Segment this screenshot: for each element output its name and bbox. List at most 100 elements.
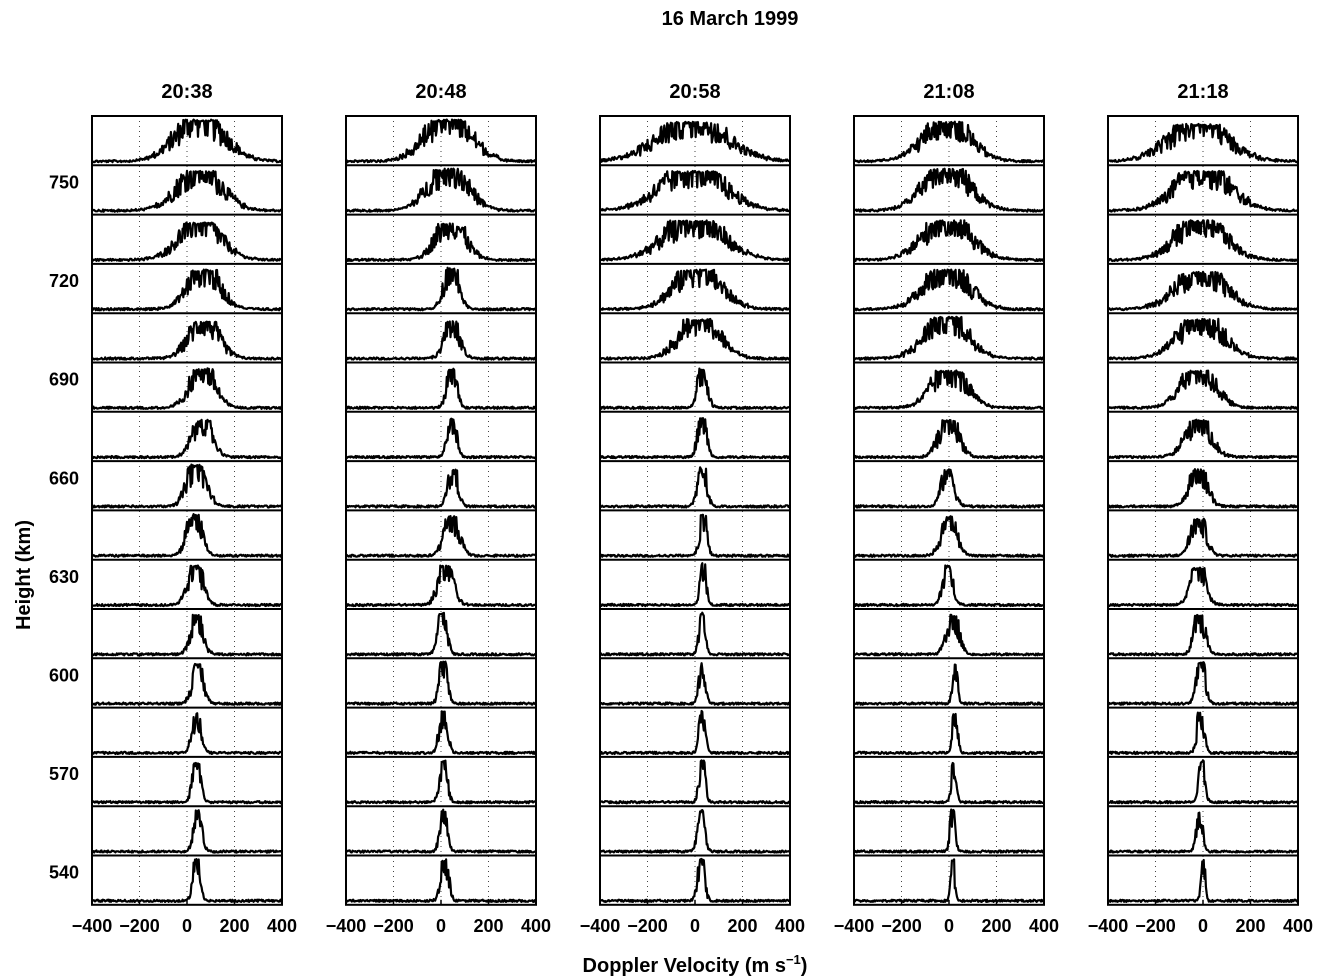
spectrum-line bbox=[345, 660, 537, 706]
spectrum-line bbox=[1107, 468, 1299, 509]
spectrum-line bbox=[345, 118, 537, 164]
height-tick-labels: 750 720 690 660 630 600 570 540 bbox=[49, 172, 79, 882]
x-tick-label: −200 bbox=[881, 916, 922, 936]
chart-title: 16 March 1999 bbox=[662, 8, 799, 30]
spectrum-line bbox=[599, 513, 791, 558]
spectrum-line bbox=[91, 367, 283, 410]
spectrum-line bbox=[345, 759, 537, 805]
y-axis-label: Height (km) bbox=[13, 520, 35, 630]
spectrum-line bbox=[853, 419, 1045, 460]
spectrum-line bbox=[91, 613, 283, 657]
spectrum-line bbox=[853, 761, 1045, 805]
spectrum-line bbox=[90, 268, 284, 312]
spectrum-line bbox=[853, 858, 1045, 903]
panel-title: 20:48 bbox=[415, 81, 466, 103]
x-tick-label: 400 bbox=[775, 916, 805, 936]
spectrum-line bbox=[345, 367, 538, 410]
spectrum-line bbox=[91, 221, 283, 262]
panel-2048: 20:48 −400 −200 0 200 400 bbox=[326, 81, 551, 936]
spectrum-line bbox=[853, 120, 1045, 164]
x-tick-label: −200 bbox=[627, 916, 668, 936]
x-tick-label: 0 bbox=[944, 916, 954, 936]
spectrum-line bbox=[853, 712, 1045, 756]
height-tick-label: 540 bbox=[49, 863, 79, 883]
spectrum-line bbox=[1106, 270, 1299, 312]
spectrum-line bbox=[344, 611, 537, 657]
x-axis-label-sup: −1 bbox=[786, 952, 801, 967]
spectrum-line bbox=[599, 219, 791, 262]
x-tick-label: −400 bbox=[72, 916, 113, 936]
spectrum-line bbox=[599, 562, 791, 608]
spectrum-line bbox=[345, 515, 537, 558]
spectrum-line bbox=[599, 662, 791, 706]
panel-title: 20:58 bbox=[669, 81, 720, 103]
x-tick-label: −400 bbox=[580, 916, 621, 936]
spectrum-line bbox=[345, 167, 537, 213]
x-tick-label: 200 bbox=[727, 916, 757, 936]
x-tick-label: 200 bbox=[1235, 916, 1265, 936]
spectrum-line bbox=[1107, 418, 1299, 460]
height-tick-label: 690 bbox=[49, 370, 79, 390]
spectrum-line bbox=[1107, 517, 1299, 558]
x-tick-label: 200 bbox=[473, 916, 503, 936]
spectrum-line bbox=[345, 808, 537, 854]
spectrum-line bbox=[599, 611, 791, 657]
height-tick-label: 750 bbox=[49, 172, 79, 192]
spectrum-line bbox=[599, 417, 791, 460]
x-tick-label: −200 bbox=[373, 916, 414, 936]
spectrum-line bbox=[853, 167, 1045, 213]
spectrum-line bbox=[91, 761, 283, 805]
spectrum-line bbox=[345, 320, 537, 361]
spectrum-line bbox=[345, 858, 537, 903]
spectrum-line bbox=[345, 417, 537, 460]
spectrum-line bbox=[91, 320, 283, 361]
x-tick-label: 400 bbox=[267, 916, 297, 936]
spectrum-line bbox=[853, 315, 1045, 361]
spectrum-line bbox=[344, 564, 537, 608]
spectrum-line bbox=[1107, 219, 1299, 263]
x-tick-label: −200 bbox=[1135, 916, 1176, 936]
spectrum-line bbox=[91, 662, 283, 706]
x-tick-label: 400 bbox=[521, 916, 551, 936]
spectrum-line bbox=[91, 712, 283, 756]
spectrum-line bbox=[345, 468, 537, 509]
panel-title: 20:38 bbox=[161, 81, 212, 103]
height-tick-label: 600 bbox=[49, 665, 79, 685]
spectrum-line bbox=[91, 118, 283, 164]
spectrum-line bbox=[1107, 566, 1299, 608]
panels-group: 20:38 −400 −200 0 200 400 20:48 −400 −200 0 200 400… bbox=[72, 81, 1313, 936]
x-tick-label: −400 bbox=[834, 916, 875, 936]
x-tick-label: 0 bbox=[436, 916, 446, 936]
x-tick-label: −400 bbox=[1088, 916, 1129, 936]
spectrum-line bbox=[1107, 661, 1299, 706]
spectrum-line bbox=[853, 369, 1045, 410]
height-tick-label: 570 bbox=[49, 764, 79, 784]
spectrum-line bbox=[1107, 811, 1299, 854]
spectrum-line bbox=[90, 513, 283, 558]
spectrum-line bbox=[345, 222, 537, 263]
spectrum-line bbox=[345, 266, 537, 312]
spectrum-line bbox=[91, 169, 284, 213]
x-tick-label: 400 bbox=[1029, 916, 1059, 936]
x-tick-label: 200 bbox=[219, 916, 249, 936]
spectrum-line bbox=[1107, 169, 1299, 213]
panel-2058: 20:58 −400 −200 0 200 400 bbox=[580, 81, 805, 936]
spectrum-line bbox=[599, 759, 791, 805]
spectrum-line bbox=[91, 809, 283, 854]
x-tick-label: −200 bbox=[119, 916, 160, 936]
x-tick-label: 0 bbox=[1198, 916, 1208, 936]
spectrum-line bbox=[599, 120, 791, 163]
spectrum-line bbox=[91, 418, 283, 460]
spectrum-line bbox=[1107, 759, 1299, 805]
panel-title: 21:08 bbox=[923, 81, 974, 103]
height-tick-label: 660 bbox=[49, 468, 79, 488]
spectrum-line bbox=[853, 808, 1045, 854]
panel-title: 21:18 bbox=[1177, 81, 1228, 103]
spectrum-line bbox=[853, 613, 1045, 657]
spectrum-line bbox=[1107, 711, 1299, 756]
panel-2108: 21:08 −400 −200 0 200 400 bbox=[834, 81, 1059, 936]
spectrum-line bbox=[598, 268, 792, 312]
x-tick-label: −400 bbox=[326, 916, 367, 936]
spectrum-line bbox=[1106, 858, 1299, 903]
